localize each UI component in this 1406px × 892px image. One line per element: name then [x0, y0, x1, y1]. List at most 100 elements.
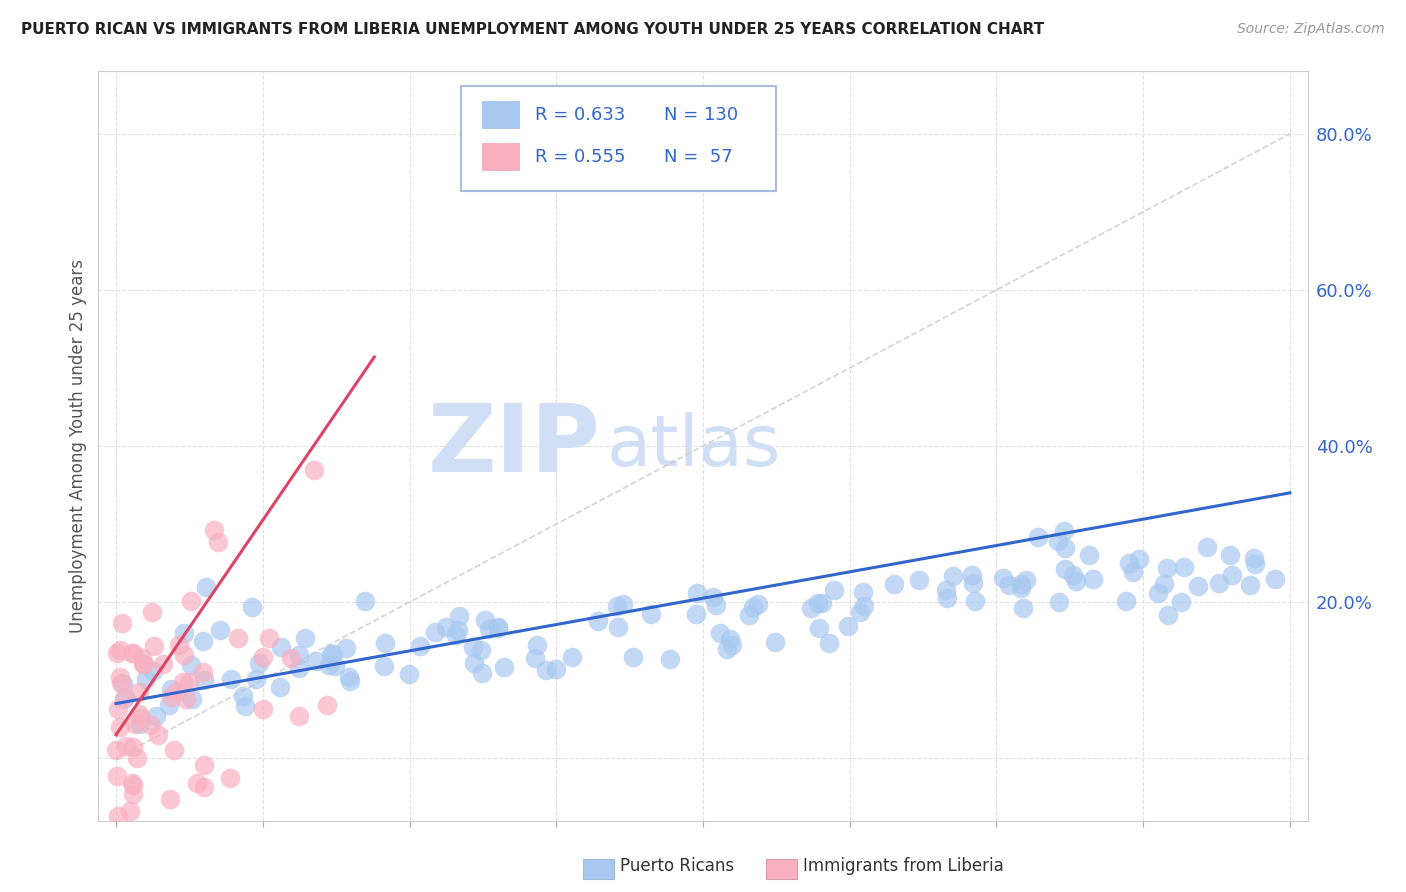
Point — [252, 650, 274, 665]
Text: N =  57: N = 57 — [664, 148, 733, 166]
Point — [247, 656, 270, 670]
Point — [232, 689, 254, 703]
Point — [108, 720, 131, 734]
Point — [852, 585, 875, 599]
Point — [1128, 551, 1150, 566]
Point — [800, 601, 823, 615]
Point — [323, 658, 346, 673]
Point — [172, 675, 194, 690]
Text: Puerto Ricans: Puerto Ricans — [620, 857, 734, 875]
Point — [129, 711, 152, 725]
Point — [1083, 572, 1105, 586]
Point — [193, 673, 215, 687]
Point — [135, 672, 157, 686]
Point — [124, 717, 146, 731]
Point — [121, 776, 143, 790]
Point — [159, 681, 181, 696]
Point — [129, 717, 152, 731]
Point — [807, 621, 830, 635]
Point — [219, 771, 242, 785]
Point — [354, 594, 377, 608]
Point — [853, 599, 876, 614]
Point — [463, 657, 485, 671]
Point — [316, 698, 339, 713]
Point — [1197, 540, 1219, 554]
Point — [131, 650, 153, 665]
Point — [1243, 550, 1265, 565]
Point — [180, 594, 202, 608]
Point — [339, 674, 361, 689]
Point — [544, 662, 567, 676]
Point — [747, 597, 769, 611]
Point — [702, 590, 724, 604]
FancyBboxPatch shape — [482, 101, 520, 129]
Point — [1170, 595, 1192, 609]
Point — [1115, 594, 1137, 608]
Point — [288, 661, 311, 675]
Point — [152, 657, 174, 671]
Point — [173, 626, 195, 640]
Text: R = 0.633: R = 0.633 — [534, 106, 626, 124]
Point — [141, 605, 163, 619]
Point — [659, 652, 682, 666]
Point — [606, 599, 628, 613]
Point — [111, 677, 134, 691]
Point — [721, 638, 744, 652]
Point — [1053, 562, 1076, 576]
Point — [160, 690, 183, 704]
Point — [474, 613, 496, 627]
Point — [114, 739, 136, 753]
Point — [167, 638, 190, 652]
Text: ZIP: ZIP — [427, 400, 600, 492]
Text: atlas: atlas — [606, 411, 780, 481]
Point — [1062, 568, 1084, 582]
Point — [960, 567, 983, 582]
Point — [110, 675, 132, 690]
Text: Source: ZipAtlas.com: Source: ZipAtlas.com — [1237, 22, 1385, 37]
Point — [302, 463, 325, 477]
Point — [1010, 581, 1032, 595]
Point — [128, 685, 150, 699]
Point — [125, 751, 148, 765]
Point — [935, 582, 957, 597]
Point — [145, 708, 167, 723]
Point — [1118, 556, 1140, 570]
Point — [1208, 575, 1230, 590]
Point — [398, 666, 420, 681]
Point — [1243, 557, 1265, 571]
Point — [444, 627, 467, 641]
Point — [141, 718, 163, 732]
Point — [233, 699, 256, 714]
Point — [1239, 578, 1261, 592]
Point — [186, 776, 208, 790]
Point — [718, 632, 741, 646]
Point — [738, 607, 761, 622]
Point — [120, 804, 142, 818]
Point — [478, 622, 501, 636]
Point — [463, 640, 485, 654]
Point — [447, 608, 470, 623]
Point — [1010, 577, 1032, 591]
Text: N = 130: N = 130 — [664, 106, 738, 124]
Point — [763, 635, 786, 649]
Point — [470, 643, 492, 657]
Point — [270, 640, 292, 655]
Point — [174, 691, 197, 706]
Point — [163, 742, 186, 756]
Point — [318, 658, 340, 673]
Point — [998, 577, 1021, 591]
Point — [823, 582, 845, 597]
Point — [640, 607, 662, 621]
Point — [191, 634, 214, 648]
Text: Immigrants from Liberia: Immigrants from Liberia — [803, 857, 1004, 875]
Text: PUERTO RICAN VS IMMIGRANTS FROM LIBERIA UNEMPLOYMENT AMONG YOUTH UNDER 25 YEARS : PUERTO RICAN VS IMMIGRANTS FROM LIBERIA … — [21, 22, 1045, 37]
Point — [807, 596, 830, 610]
Point — [1187, 579, 1209, 593]
Point — [165, 684, 187, 698]
Point — [1173, 560, 1195, 574]
Point — [1026, 530, 1049, 544]
Point — [1066, 574, 1088, 588]
Point — [1049, 594, 1071, 608]
Point — [121, 778, 143, 792]
FancyBboxPatch shape — [461, 87, 776, 191]
